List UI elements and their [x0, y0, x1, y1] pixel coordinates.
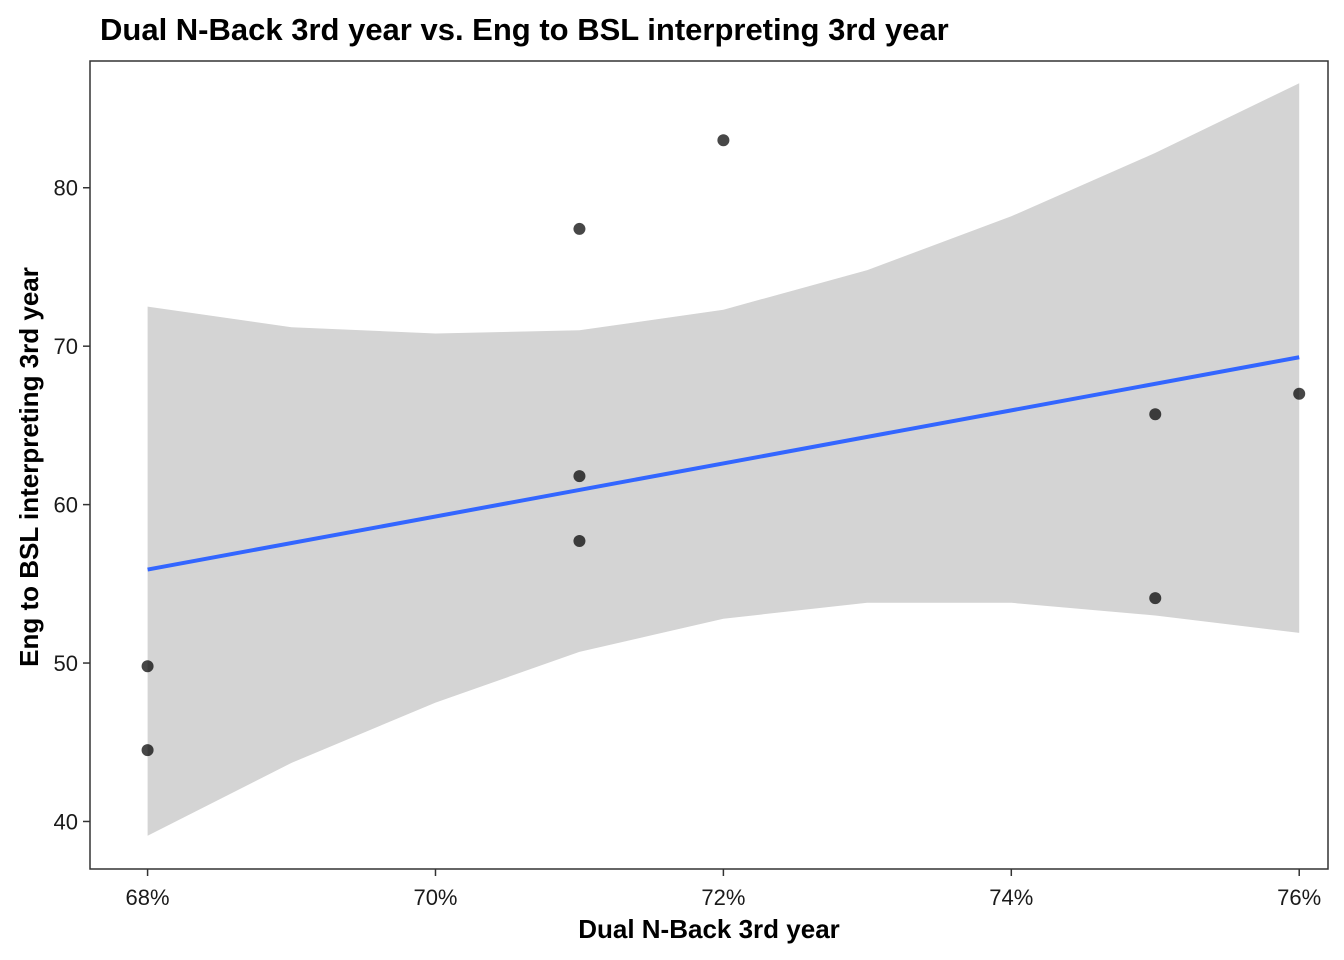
x-tick-label: 74%	[989, 885, 1033, 910]
data-point	[141, 744, 154, 757]
chart-title: Dual N-Back 3rd year vs. Eng to BSL inte…	[100, 12, 949, 47]
y-axis-title: Eng to BSL interpreting 3rd year	[14, 267, 44, 667]
x-tick-label: 68%	[126, 885, 170, 910]
y-tick-label: 60	[54, 493, 78, 518]
panel-border	[89, 60, 1329, 870]
data-point	[717, 134, 730, 147]
plot-area	[89, 60, 1329, 870]
data-point	[573, 470, 586, 483]
data-points	[141, 134, 1306, 757]
data-point	[1149, 408, 1162, 421]
x-tick-label: 70%	[413, 885, 457, 910]
data-point	[1149, 592, 1162, 605]
y-tick-label: 40	[54, 809, 78, 834]
data-point	[1293, 387, 1306, 400]
data-point	[573, 222, 586, 235]
y-tick-label: 50	[54, 651, 78, 676]
x-tick-label: 72%	[701, 885, 745, 910]
data-point	[141, 660, 154, 673]
confidence-band	[147, 83, 1300, 836]
x-axis-title: Dual N-Back 3rd year	[578, 914, 840, 944]
y-tick-label: 70	[54, 334, 78, 359]
data-point	[573, 535, 586, 548]
regression-line	[147, 355, 1300, 572]
x-tick-label: 76%	[1277, 885, 1321, 910]
x-axis: 68% 70% 72% 74% 76%	[126, 869, 1321, 910]
y-axis: 40 50 60 70 80	[54, 176, 90, 834]
y-tick-label: 80	[54, 176, 78, 201]
